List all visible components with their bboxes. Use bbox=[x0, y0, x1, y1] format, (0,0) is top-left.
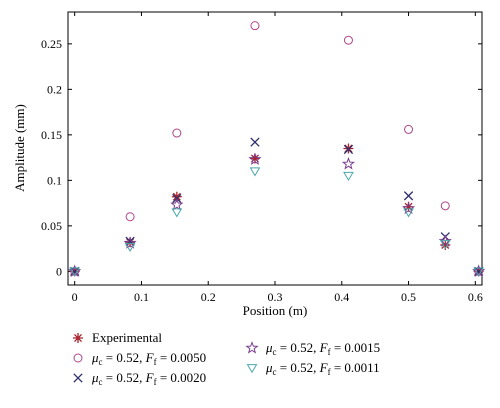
data-point-asterisk bbox=[440, 239, 451, 250]
x-tick-label: 0.2 bbox=[201, 290, 216, 304]
data-point-triangle-down bbox=[124, 242, 136, 253]
data-point-star bbox=[341, 157, 356, 170]
data-point-triangle-down bbox=[439, 240, 451, 250]
x-axis-title: Position (m) bbox=[243, 303, 308, 318]
x-tick-label: 0.5 bbox=[401, 290, 416, 304]
data-point-triangle-down bbox=[473, 267, 485, 277]
x-tick-label: 0.1 bbox=[134, 290, 149, 304]
y-tick-label: 0 bbox=[56, 264, 62, 278]
data-point-triangle-down bbox=[403, 208, 414, 218]
legend-label: μc = 0.52, Ff = 0.0020 bbox=[91, 370, 206, 387]
legend-item: Experimental bbox=[73, 330, 162, 345]
y-axis-title: Amplitude (mm) bbox=[12, 104, 27, 192]
legend-item: μc = 0.52, Ff = 0.0050 bbox=[73, 350, 206, 367]
data-point-triangle-down bbox=[343, 171, 354, 182]
data-marks bbox=[68, 21, 486, 277]
legend-marker-asterisk bbox=[73, 333, 83, 343]
data-point-triangle-down bbox=[171, 208, 183, 218]
data-point-cross bbox=[403, 191, 414, 201]
series-circle bbox=[70, 21, 484, 276]
x-tick-label: 0.3 bbox=[268, 290, 283, 304]
data-point-circle bbox=[250, 21, 260, 31]
legend-item: μc = 0.52, Ff = 0.0015 bbox=[245, 340, 380, 357]
axis-ticks: 0 0.1 0.2 0.3 0.4 0.5 0.6 0 0.05 0.1 0.15 0.2 0.25 bbox=[41, 12, 483, 304]
legend-marker-triangle-down bbox=[246, 364, 258, 374]
data-point-cross bbox=[125, 236, 135, 246]
y-tick-label: 0.1 bbox=[47, 173, 62, 187]
y-tick-label: 0.15 bbox=[41, 128, 62, 142]
legend: Experimental μc = 0.52, Ff = 0.0050 μc = 0… bbox=[73, 330, 380, 387]
legend-label: μc = 0.52, Ff = 0.0050 bbox=[91, 350, 206, 367]
legend-marker-circle bbox=[73, 353, 83, 363]
x-tick-label: 0 bbox=[72, 290, 78, 304]
legend-marker-cross bbox=[73, 373, 83, 383]
data-point-star bbox=[438, 234, 452, 247]
data-point-circle bbox=[125, 212, 135, 222]
series-star bbox=[68, 152, 486, 277]
data-point-circle bbox=[440, 201, 450, 211]
data-point-asterisk bbox=[403, 201, 414, 212]
data-point-triangle-down bbox=[249, 167, 261, 177]
series-asterisk bbox=[69, 143, 484, 277]
data-point-star bbox=[248, 152, 262, 166]
data-point-circle bbox=[404, 124, 414, 134]
data-point-cross bbox=[250, 137, 260, 147]
y-tick-label: 0.25 bbox=[41, 37, 62, 51]
y-tick-label: 0.2 bbox=[47, 82, 62, 96]
legend-label: Experimental bbox=[92, 330, 162, 345]
data-point-circle bbox=[172, 128, 182, 138]
x-tick-label: 0.6 bbox=[468, 290, 483, 304]
data-point-asterisk bbox=[249, 153, 260, 164]
data-point-circle bbox=[343, 35, 353, 45]
data-point-star bbox=[123, 236, 137, 249]
data-point-star bbox=[401, 201, 416, 215]
series-cross bbox=[70, 137, 484, 277]
data-point-star bbox=[170, 197, 184, 211]
data-point-asterisk bbox=[171, 191, 182, 202]
legend-marker-star bbox=[245, 341, 259, 354]
y-tick-label: 0.05 bbox=[41, 219, 62, 233]
series-triangle-down bbox=[69, 167, 485, 277]
legend-item: μc = 0.52, Ff = 0.0020 bbox=[73, 370, 206, 387]
data-point-triangle-down bbox=[69, 267, 81, 277]
legend-item: μc = 0.52, Ff = 0.0011 bbox=[246, 360, 380, 377]
legend-label: μc = 0.52, Ff = 0.0015 bbox=[265, 340, 380, 357]
legend-label: μc = 0.52, Ff = 0.0011 bbox=[265, 360, 380, 377]
data-point-cross bbox=[343, 144, 354, 155]
x-tick-label: 0.4 bbox=[334, 290, 349, 304]
